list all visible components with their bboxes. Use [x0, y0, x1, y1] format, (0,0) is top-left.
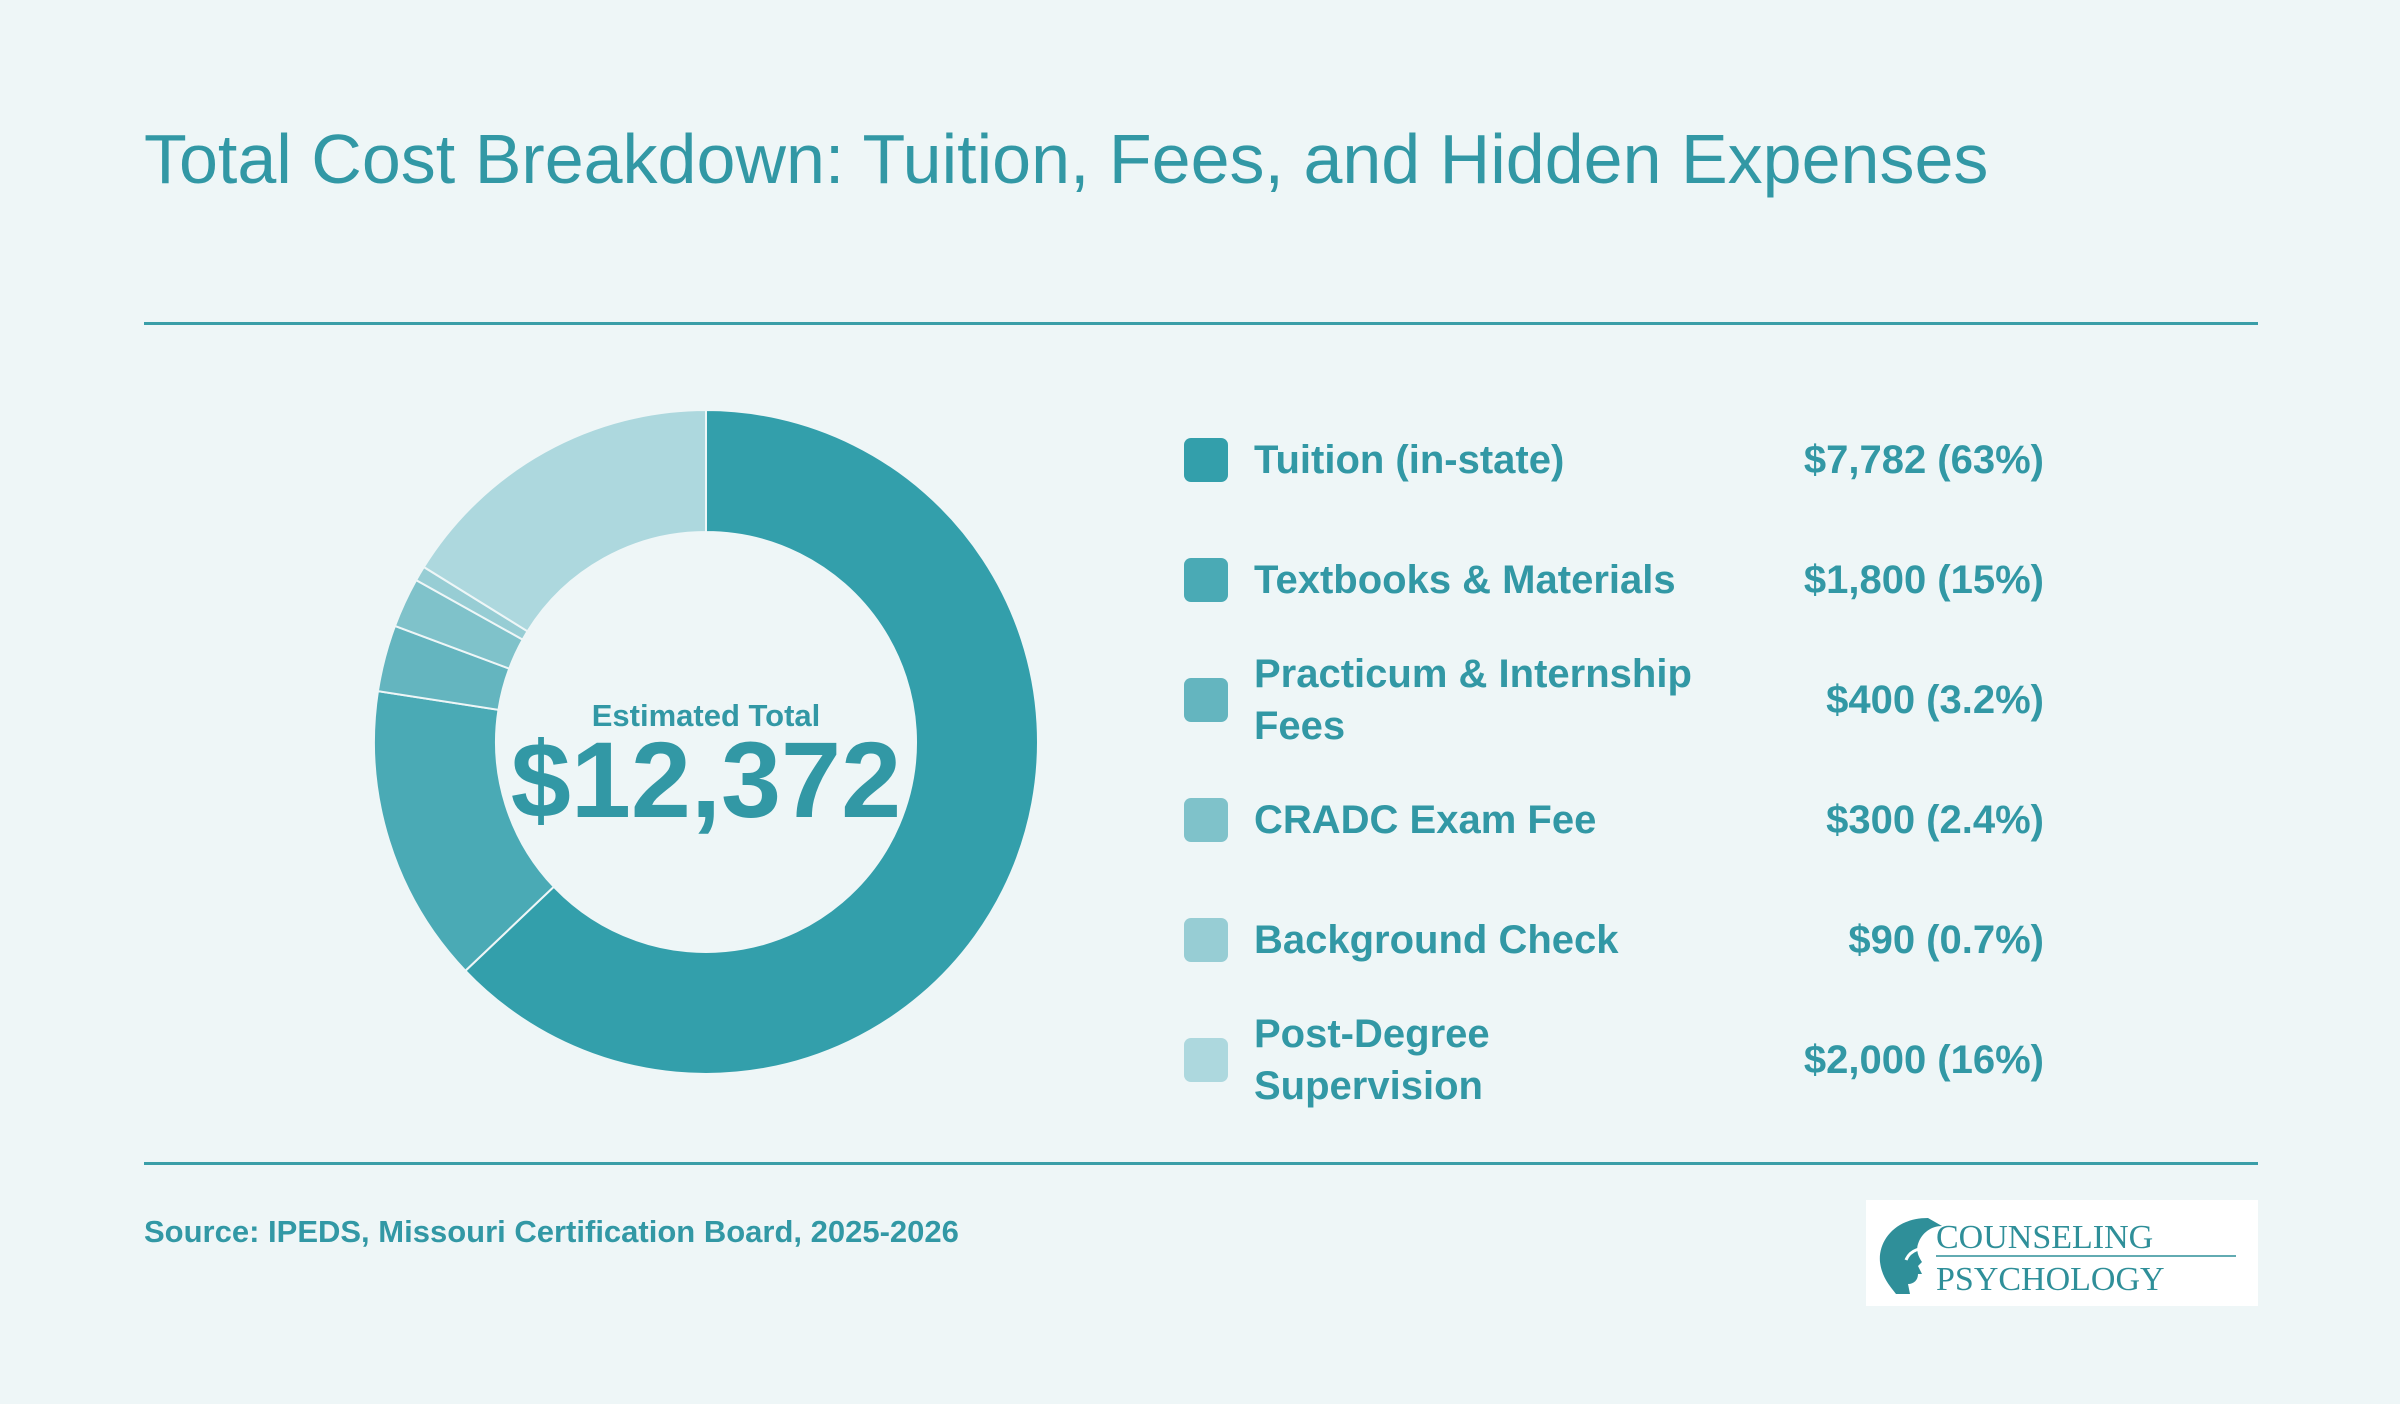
legend-item: Tuition (in-state) $7,782 (63%) — [1184, 400, 2044, 520]
donut-chart — [373, 408, 1039, 1075]
legend-label: Tuition (in-state) — [1254, 438, 1565, 482]
legend-label: CRADC Exam Fee — [1254, 798, 1597, 842]
legend-label: Background Check — [1254, 918, 1619, 962]
legend-item: Post-Degree Supervision $2,000 (16%) — [1184, 1000, 2044, 1120]
bottom-divider — [144, 1162, 2258, 1165]
logo-graphic: COUNSELING PSYCHOLOGY — [1879, 1218, 2236, 1298]
legend-label: Post-Degree Supervision — [1254, 1012, 1490, 1108]
top-divider — [144, 322, 2258, 325]
legend-item: Background Check $90 (0.7%) — [1184, 880, 2044, 1000]
source-note: Source: IPEDS, Missouri Certification Bo… — [144, 1214, 959, 1249]
legend-value: $90 (0.7%) — [1848, 917, 2044, 962]
legend-value: $1,800 (15%) — [1803, 557, 2044, 602]
donut-slice-5 — [422, 408, 707, 633]
legend-item: Textbooks & Materials $1,800 (15%) — [1184, 520, 2044, 640]
legend-swatch — [1184, 918, 1228, 962]
legend-swatch — [1184, 678, 1228, 722]
legend-label: Practicum & Internship Fees — [1254, 652, 1692, 748]
chart-title: Total Cost Breakdown: Tuition, Fees, and… — [144, 120, 1989, 198]
chart-legend: Tuition (in-state) $7,782 (63%) Textbooks … — [1184, 400, 2044, 1120]
counseling-psychology-logo: COUNSELING PSYCHOLOGY — [1866, 1200, 2258, 1306]
legend-value: $400 (3.2%) — [1826, 677, 2044, 722]
head-profile-icon — [1879, 1218, 1942, 1294]
logo-line2: PSYCHOLOGY — [1936, 1261, 2165, 1298]
legend-swatch — [1184, 798, 1228, 842]
legend-item: Practicum & Internship Fees $400 (3.2%) — [1184, 640, 2044, 760]
center-total-value: $12,372 — [510, 719, 902, 840]
legend-label: Textbooks & Materials — [1254, 558, 1676, 602]
logo-line1: COUNSELING — [1936, 1219, 2153, 1256]
legend-swatch — [1184, 558, 1228, 602]
donut-slice-0 — [463, 408, 1039, 1075]
legend-value: $300 (2.4%) — [1826, 797, 2044, 842]
legend-value: $7,782 (63%) — [1803, 437, 2044, 482]
center-label: Estimated Total — [591, 698, 821, 733]
legend-swatch — [1184, 1038, 1228, 1082]
legend-item: CRADC Exam Fee $300 (2.4%) — [1184, 760, 2044, 880]
legend-swatch — [1184, 438, 1228, 482]
legend-value: $2,000 (16%) — [1803, 1037, 2044, 1082]
